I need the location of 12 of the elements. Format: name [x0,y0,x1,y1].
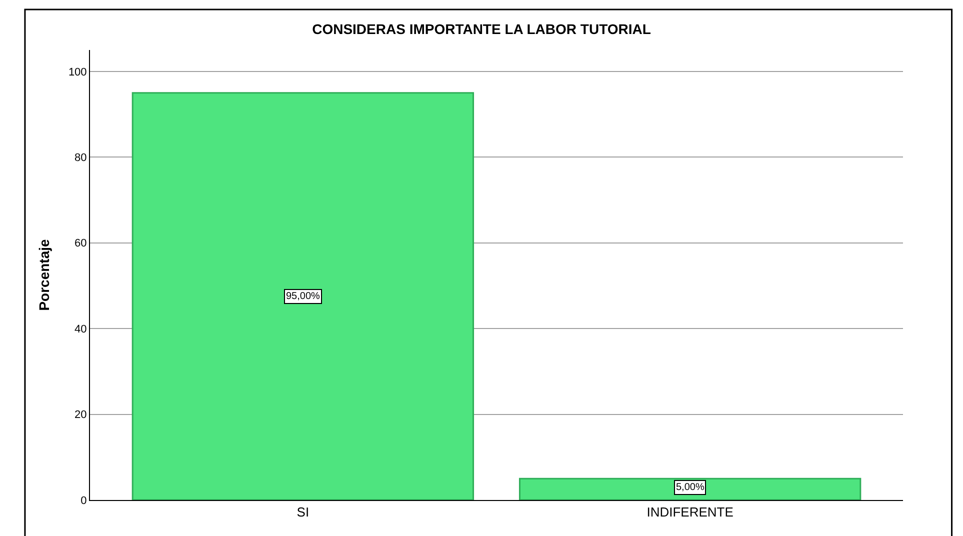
x-tick-label: SI [296,504,310,520]
y-tick-label: 40 [74,323,87,336]
y-tick-label: 20 [74,409,87,422]
y-axis-title: Porcentaje [36,238,52,311]
x-tick-label: INDIFERENTE [646,504,734,520]
y-tick-label: 80 [74,152,87,164]
y-tick-label: 60 [74,238,87,250]
y-tick-label: 0 [80,494,87,507]
chart-title: CONSIDERAS IMPORTANTE LA LABOR TUTORIAL [312,20,652,37]
y-tick-label: 100 [68,66,87,78]
data-label: 95,00% [286,291,320,302]
data-label: 5,00% [676,482,704,493]
